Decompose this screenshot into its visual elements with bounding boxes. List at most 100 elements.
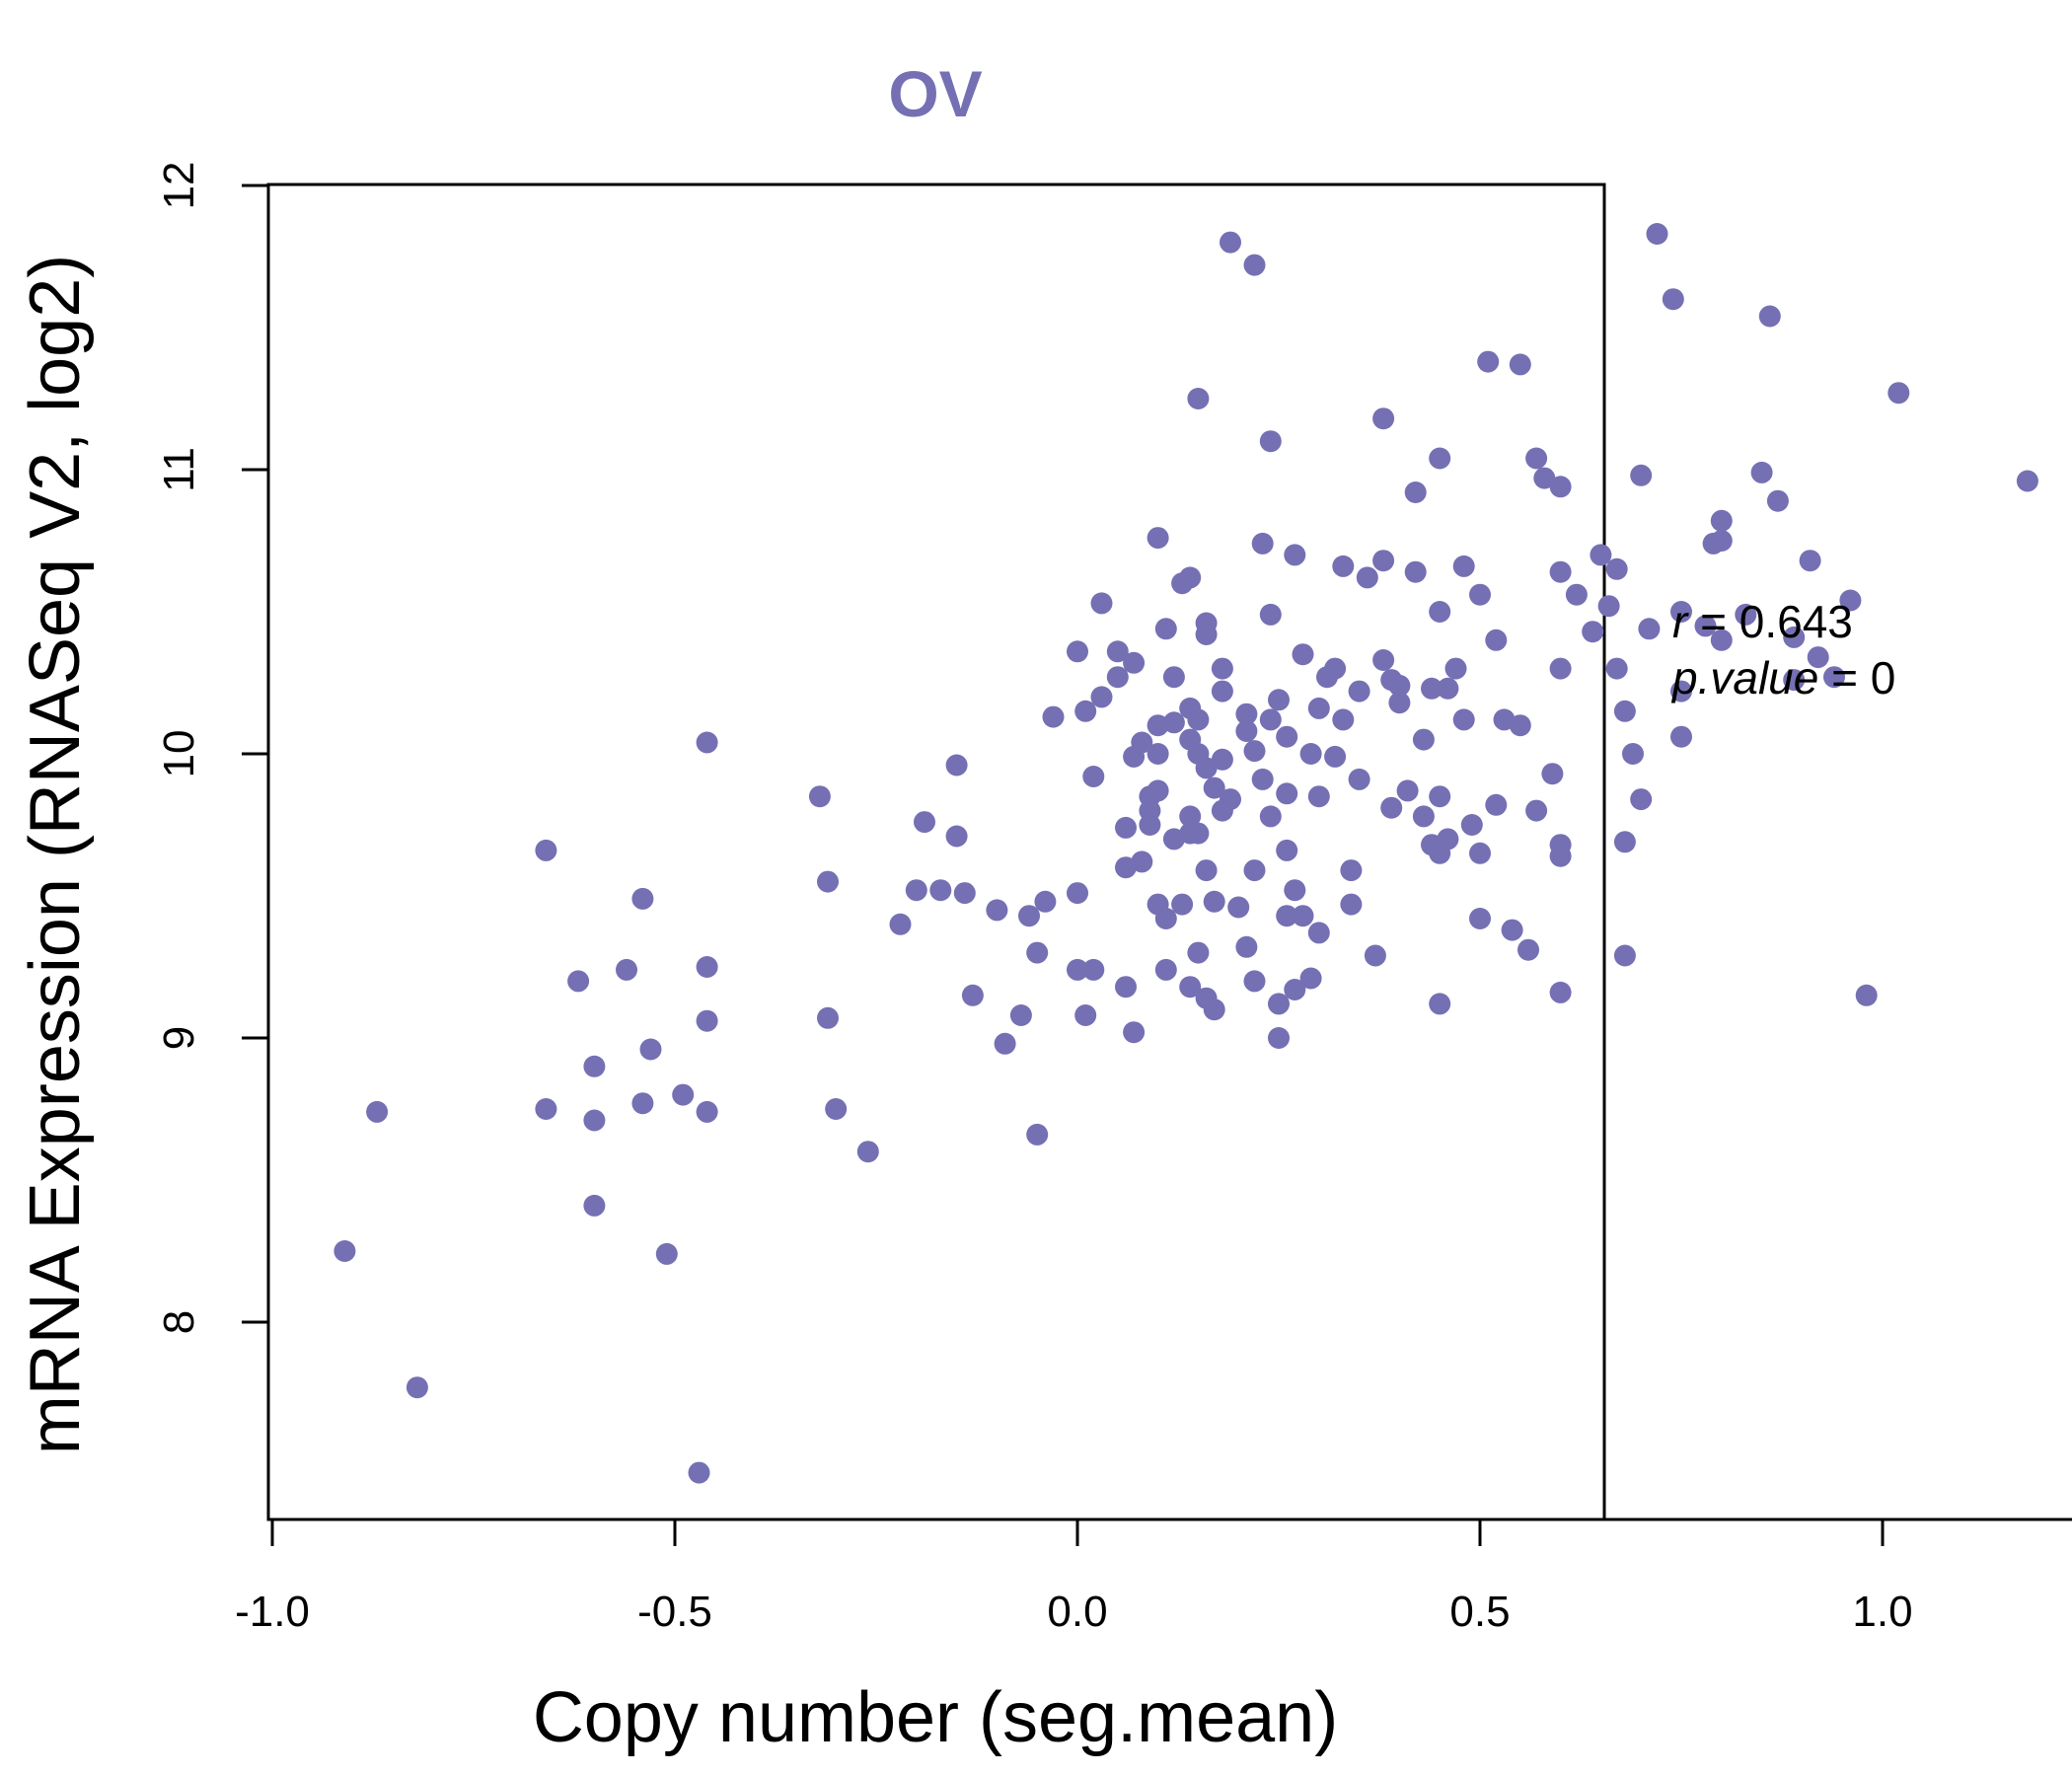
data-point bbox=[1380, 796, 1403, 819]
data-point bbox=[1235, 703, 1258, 725]
data-point bbox=[1179, 566, 1202, 589]
data-point bbox=[1525, 447, 1548, 470]
data-point bbox=[1735, 603, 1757, 626]
data-point bbox=[1332, 555, 1355, 577]
data-point bbox=[1324, 657, 1347, 680]
y-tick-label: 10 bbox=[155, 730, 203, 778]
data-point bbox=[1710, 530, 1733, 552]
data-point bbox=[1469, 842, 1491, 864]
p-label: p.value bbox=[1670, 652, 1818, 703]
data-point bbox=[1501, 919, 1523, 941]
data-point bbox=[1590, 544, 1612, 566]
data-point bbox=[1034, 890, 1057, 913]
data-point bbox=[1662, 288, 1684, 311]
data-point bbox=[1630, 464, 1653, 486]
data-point bbox=[1388, 674, 1411, 697]
data-point bbox=[1154, 618, 1177, 640]
data-point bbox=[1670, 725, 1692, 748]
data-point bbox=[1533, 467, 1556, 489]
data-point bbox=[1694, 615, 1717, 637]
data-point bbox=[1452, 708, 1475, 731]
data-point bbox=[1147, 743, 1169, 765]
data-point bbox=[696, 956, 718, 978]
data-point bbox=[1404, 560, 1427, 583]
data-point bbox=[1597, 595, 1620, 618]
data-point bbox=[1839, 589, 1862, 612]
data-point bbox=[1437, 677, 1459, 700]
data-point bbox=[1009, 1004, 1032, 1026]
data-point bbox=[889, 913, 912, 935]
data-point bbox=[961, 984, 984, 1006]
data-point bbox=[1292, 905, 1314, 927]
data-point bbox=[1823, 666, 1845, 689]
correlation-annotation: r = 0.643 bbox=[1672, 596, 1853, 647]
data-point bbox=[1067, 958, 1088, 981]
data-point bbox=[1187, 941, 1210, 964]
data-point bbox=[1613, 944, 1636, 967]
data-point bbox=[1356, 566, 1378, 589]
data-point bbox=[1509, 353, 1531, 376]
data-point bbox=[1259, 708, 1282, 731]
data-point bbox=[1259, 603, 1282, 626]
data-point bbox=[1123, 1021, 1146, 1044]
data-point bbox=[1783, 669, 1806, 692]
data-point bbox=[817, 1006, 839, 1029]
data-point bbox=[825, 1098, 848, 1120]
data-point bbox=[1154, 908, 1177, 929]
data-point bbox=[1517, 938, 1539, 961]
data-point bbox=[1276, 839, 1298, 861]
data-point bbox=[1332, 708, 1355, 731]
x-axis-label: Copy number (seg.mean) bbox=[533, 1678, 1338, 1757]
data-point bbox=[1115, 976, 1137, 999]
data-point bbox=[1203, 890, 1225, 913]
data-point bbox=[1549, 476, 1572, 498]
data-point bbox=[1710, 509, 1733, 532]
y-axis: 8 9 10 11 12 bbox=[155, 162, 270, 1334]
data-point bbox=[1171, 893, 1194, 916]
data-point bbox=[1243, 970, 1266, 993]
data-point bbox=[1131, 731, 1153, 754]
data-point bbox=[1187, 708, 1210, 731]
data-point bbox=[1067, 640, 1088, 663]
data-point bbox=[1340, 893, 1363, 916]
data-point bbox=[1106, 666, 1129, 689]
data-point bbox=[1227, 896, 1250, 919]
data-point bbox=[672, 1083, 695, 1106]
data-point bbox=[1090, 686, 1113, 708]
x-tick-label: 0.5 bbox=[1449, 1588, 1510, 1636]
data-point bbox=[1485, 629, 1508, 651]
data-point bbox=[366, 1100, 389, 1123]
data-point bbox=[1276, 905, 1298, 927]
data-point bbox=[1670, 680, 1692, 703]
data-point bbox=[1605, 657, 1628, 680]
data-point bbox=[1074, 700, 1097, 722]
data-points bbox=[333, 223, 2038, 1484]
data-point bbox=[1090, 592, 1113, 615]
x-tick-label: 1.0 bbox=[1852, 1588, 1912, 1636]
data-point bbox=[655, 1242, 678, 1265]
data-point bbox=[616, 958, 637, 981]
plot-frame bbox=[266, 183, 1606, 1521]
p-value: 0 bbox=[1871, 652, 1896, 703]
data-point bbox=[1429, 601, 1451, 623]
data-point bbox=[1460, 814, 1483, 836]
data-point bbox=[1710, 629, 1733, 651]
data-point bbox=[696, 731, 718, 754]
data-point bbox=[583, 1194, 606, 1217]
data-point bbox=[1147, 779, 1169, 802]
data-point bbox=[1147, 527, 1169, 550]
data-point bbox=[1758, 305, 1781, 328]
data-point bbox=[1203, 999, 1225, 1021]
data-point bbox=[1469, 583, 1491, 606]
data-point bbox=[1340, 859, 1363, 882]
data-point bbox=[1067, 882, 1088, 905]
data-point bbox=[1549, 657, 1572, 680]
data-point bbox=[1307, 922, 1330, 944]
data-point bbox=[1646, 223, 1668, 245]
data-point bbox=[1565, 583, 1588, 606]
data-point bbox=[1348, 680, 1370, 703]
x-tick-label: 0.0 bbox=[1047, 1588, 1107, 1636]
data-point bbox=[1276, 782, 1298, 805]
data-point bbox=[1299, 967, 1322, 990]
data-point bbox=[1429, 447, 1451, 470]
